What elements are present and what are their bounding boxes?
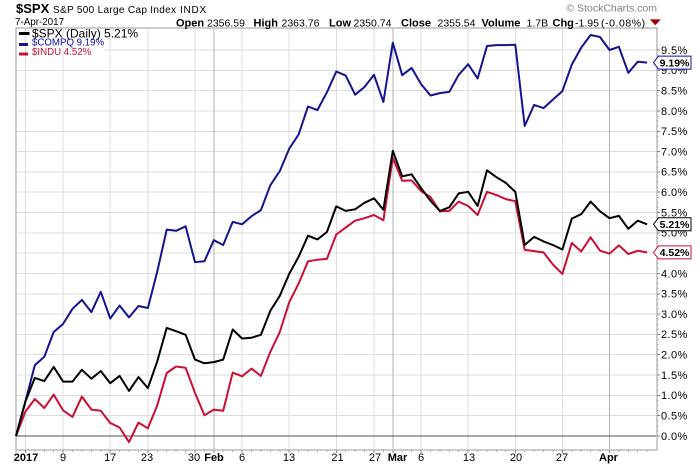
svg-text:Low: Low [329,18,351,30]
svg-text:Feb: Feb [204,452,224,464]
svg-text:2.5%: 2.5% [661,329,688,341]
svg-text:$SPX (Daily) 5.21%: $SPX (Daily) 5.21% [32,27,138,41]
svg-text:7.5%: 7.5% [661,126,688,138]
svg-text:$SPX: $SPX [16,1,50,16]
svg-text:30: 30 [188,452,200,464]
svg-text:3.5%: 3.5% [661,289,688,301]
svg-text:8.0%: 8.0% [661,106,688,118]
svg-text:Close: Close [401,18,431,30]
svg-text:7-Apr-2017: 7-Apr-2017 [15,17,64,28]
svg-text:21: 21 [331,452,343,464]
svg-text:Volume: Volume [482,18,521,30]
svg-text:2363.76: 2363.76 [282,18,320,30]
svg-text:23: 23 [141,452,153,464]
svg-text:© StockCharts.com: © StockCharts.com [566,3,657,15]
svg-text:1.7B: 1.7B [527,18,549,30]
svg-text:2355.54: 2355.54 [438,18,476,30]
svg-text:5.5%: 5.5% [661,207,688,219]
svg-text:High: High [254,18,279,30]
svg-text:2350.74: 2350.74 [354,18,392,30]
svg-text:S&P 500 Large Cap Index: S&P 500 Large Cap Index [53,5,176,16]
svg-text:8.5%: 8.5% [661,85,688,97]
svg-text:6.0%: 6.0% [661,187,688,199]
svg-text:$COMPQ 9.19%: $COMPQ 9.19% [32,37,105,48]
svg-text:13: 13 [463,452,475,464]
svg-text:$INDU 4.52%: $INDU 4.52% [32,47,92,58]
svg-text:1.0%: 1.0% [661,390,688,402]
svg-text:5.21%: 5.21% [660,219,690,231]
svg-text:17: 17 [104,452,116,464]
svg-text:0.0%: 0.0% [661,431,688,443]
svg-text:Chg: Chg [553,18,574,30]
svg-text:1.5%: 1.5% [661,370,688,382]
svg-text:4.52%: 4.52% [660,247,690,259]
svg-text:2017: 2017 [14,452,38,464]
svg-text:9.5%: 9.5% [661,45,688,57]
svg-text:INDX: INDX [180,5,207,16]
svg-text:9.19%: 9.19% [660,57,690,69]
svg-text:2356.59: 2356.59 [207,18,245,30]
svg-text:13: 13 [283,452,295,464]
svg-text:9: 9 [60,452,66,464]
svg-text:-1.95: -1.95 [575,18,599,30]
svg-text:Apr: Apr [599,452,619,464]
svg-text:20: 20 [510,452,522,464]
svg-text:7.0%: 7.0% [661,146,688,158]
svg-text:6.5%: 6.5% [661,167,688,179]
svg-text:0.5%: 0.5% [661,411,688,423]
svg-text:6: 6 [239,452,245,464]
svg-text:27: 27 [369,452,381,464]
svg-text:Mar: Mar [388,452,408,464]
svg-text:3.0%: 3.0% [661,309,688,321]
svg-text:2.0%: 2.0% [661,350,688,362]
svg-text:6: 6 [418,452,424,464]
svg-text:Open: Open [176,18,204,30]
svg-text:4.0%: 4.0% [661,268,688,280]
svg-text:(-0.08%): (-0.08%) [601,18,646,30]
svg-text:27: 27 [556,452,568,464]
